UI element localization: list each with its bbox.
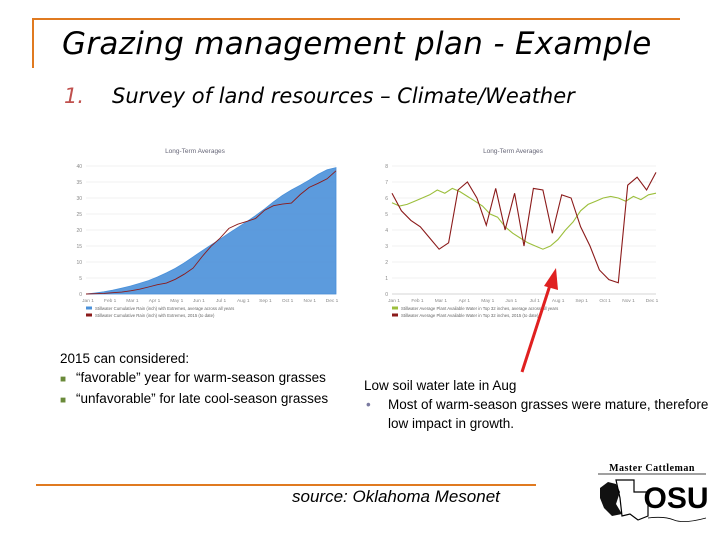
right-note-item: • Most of warm-season grasses were mature…	[366, 397, 709, 431]
x-tick-label: Dec 1	[326, 298, 339, 304]
left-note-item: ■ “unfavorable” for late cool-season gras…	[60, 391, 329, 406]
logo-text-osu: OSU	[643, 482, 708, 515]
left-notes: 2015 can considered: ■ “favorable” year f…	[60, 349, 328, 410]
series-area	[85, 167, 337, 295]
x-tick-label: May 1	[481, 298, 494, 304]
subtitle-text: Survey of land resources – Climate/Weath…	[112, 84, 575, 108]
source-caption: source: Oklahoma Mesonet	[292, 487, 500, 506]
cumulative-rain-svg: Long-Term Averages 0 5 10 15 20 25 30 35 40 Jan 1 F…	[76, 148, 339, 318]
x-tick-label: Feb 1	[104, 298, 117, 304]
soil-water-svg: Long-Term Averages 0 1 2 3 4 5 6 7 8 Jan 1 Feb 1 Mar…	[385, 148, 659, 318]
x-tick-label: Nov 1	[622, 298, 635, 304]
x-tick-label: Jan 1	[388, 298, 400, 304]
dot-bullet-icon: •	[366, 397, 371, 412]
chart-title: Long-Term Averages	[483, 148, 544, 155]
y-tick-label: 10	[76, 260, 82, 266]
y-tick-label: 35	[76, 180, 82, 186]
series-line	[391, 172, 657, 284]
master-cattleman-osu-logo: Master Cattleman OSU	[598, 463, 709, 522]
legend-entry: Stillwater Cumulative Rain (inch) with E…	[95, 313, 215, 318]
subtitle-number: 1.	[64, 84, 85, 108]
right-notes-heading: Low soil water late in Aug	[364, 378, 517, 393]
x-tick-label: Jun 1	[193, 298, 205, 304]
left-accent-line	[32, 18, 34, 68]
x-tick-label: Mar 1	[126, 298, 139, 304]
legend-swatch	[86, 306, 92, 310]
y-tick-label: 5	[385, 212, 388, 218]
y-tick-label: 40	[76, 164, 82, 170]
x-tick-label: Nov 1	[304, 298, 317, 304]
series-line	[85, 170, 337, 295]
x-tick-label: Aug 1	[237, 298, 250, 304]
y-tick-label: 4	[385, 228, 388, 234]
legend-entry: Stillwater Average Plant Available Water…	[401, 306, 558, 311]
x-tick-label: Jan 1	[82, 298, 94, 304]
bottom-accent-line	[36, 484, 536, 486]
square-bullet-icon: ■	[60, 395, 67, 406]
x-tick-label: Dec 1	[646, 298, 659, 304]
left-notes-heading: 2015 can considered:	[60, 351, 190, 366]
left-note-item: ■ “favorable” year for warm-season grasse…	[60, 370, 326, 385]
slide-subtitle: 1. Survey of land resources – Climate/Wea…	[64, 84, 575, 108]
y-tick-label: 25	[76, 212, 82, 218]
square-bullet-icon: ■	[60, 374, 67, 385]
x-tick-label: May 1	[170, 298, 183, 304]
x-tick-label: Jun 1	[505, 298, 517, 304]
y-tick-label: 8	[385, 164, 388, 170]
y-tick-label: 5	[79, 276, 82, 282]
y-tick-label: 2	[385, 260, 388, 266]
chart-title: Long-Term Averages	[165, 148, 226, 155]
cumulative-rain-chart: Long-Term Averages 0 5 10 15 20 25 30 35 40 Jan 1 F…	[50, 140, 340, 330]
legend-swatch	[392, 313, 398, 317]
y-tick-label: 1	[385, 276, 388, 282]
logo-text-top: Master Cattleman	[609, 463, 695, 474]
y-tick-label: 0	[79, 292, 82, 298]
legend-entry: Stillwater Average Plant Available Water…	[401, 313, 539, 318]
y-tick-label: 6	[385, 196, 388, 202]
legend-swatch	[86, 313, 92, 317]
x-tick-label: Aug 1	[552, 298, 565, 304]
soil-water-chart: Long-Term Averages 0 1 2 3 4 5 6 7 8 Jan 1 Feb 1 Mar…	[364, 140, 662, 330]
y-tick-label: 3	[385, 244, 388, 250]
x-tick-label: Feb 1	[411, 298, 424, 304]
y-tick-label: 15	[76, 244, 82, 250]
x-tick-label: Apr 1	[459, 298, 471, 304]
y-tick-label: 0	[385, 292, 388, 298]
x-tick-label: Sep 1	[259, 298, 272, 304]
x-tick-label: Jul 1	[530, 298, 540, 304]
top-accent-line	[32, 18, 680, 20]
x-tick-label: Apr 1	[149, 298, 161, 304]
y-tick-label: 30	[76, 196, 82, 202]
y-tick-label: 20	[76, 228, 82, 234]
x-tick-label: Oct 1	[282, 298, 294, 304]
x-tick-label: Mar 1	[435, 298, 448, 304]
x-tick-label: Sep 1	[575, 298, 588, 304]
x-tick-label: Jul 1	[216, 298, 226, 304]
legend-swatch	[392, 306, 398, 310]
right-notes: Low soil water late in Aug • Most of warm…	[364, 376, 714, 433]
series-line	[391, 187, 657, 250]
legend-entry: Stillwater Cumulative Rain (inch) with E…	[95, 306, 234, 311]
y-tick-label: 7	[385, 180, 388, 186]
slide-title: Grazing management plan - Example	[62, 26, 652, 62]
x-tick-label: Oct 1	[599, 298, 611, 304]
